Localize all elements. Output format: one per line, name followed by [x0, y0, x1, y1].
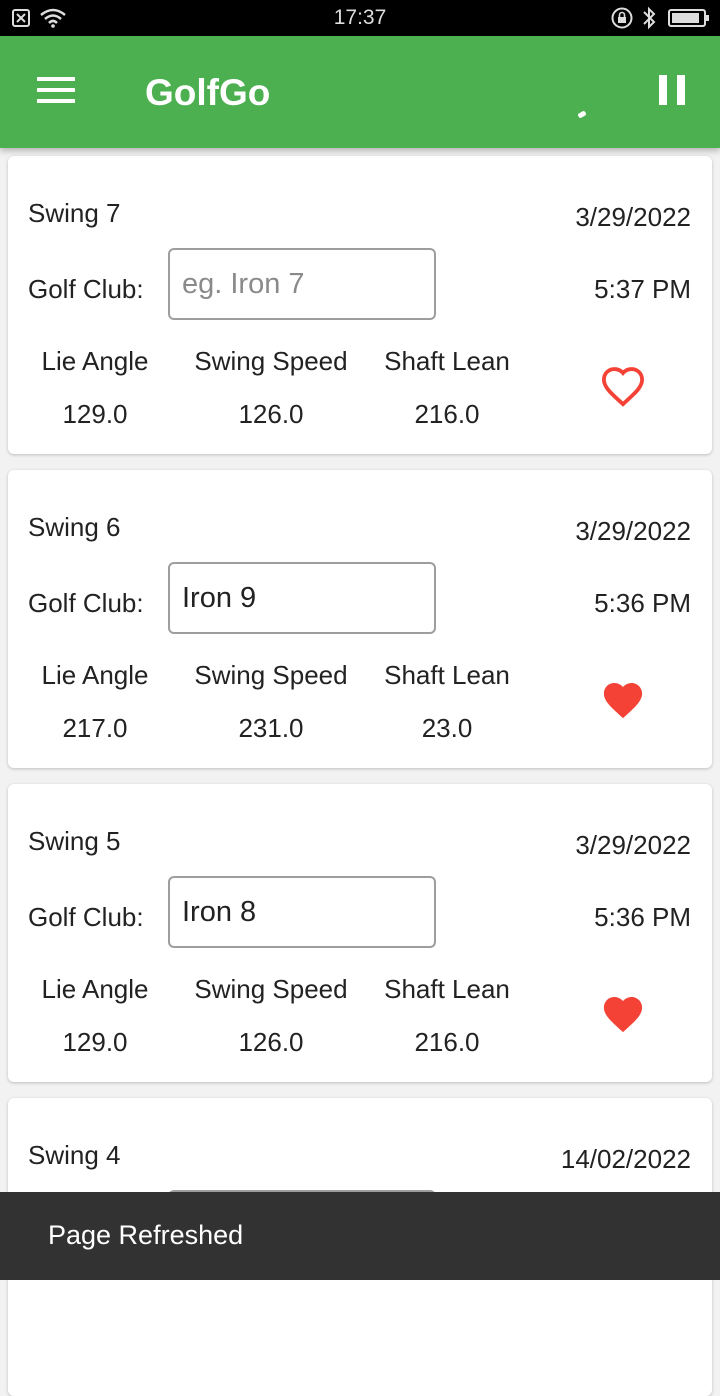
shaft-lean-value: 216.0: [414, 399, 480, 429]
status-time: 17:37: [333, 6, 387, 29]
shaft-lean-metric: Shaft Lean 216.0: [362, 346, 532, 430]
swing-title: Swing 4: [28, 1140, 121, 1170]
heart-outline-icon: [601, 367, 645, 407]
swing-card: Swing 7 3/29/2022 Golf Club: 5:37 PM Lie…: [8, 156, 712, 454]
swing-speed-metric: Swing Speed 231.0: [186, 660, 356, 744]
swing-speed-value: 231.0: [238, 713, 304, 743]
golf-club-label: Golf Club:: [28, 274, 144, 304]
swing-speed-metric: Swing Speed 126.0: [186, 346, 356, 430]
snackbar: Page Refreshed: [0, 1192, 720, 1280]
swing-title: Swing 5: [28, 826, 121, 856]
golf-club-label: Golf Club:: [28, 902, 144, 932]
hamburger-menu-icon: [37, 76, 75, 108]
swing-card: Swing 6 3/29/2022 Golf Club: 5:36 PM Lie…: [8, 470, 712, 768]
swing-time: 5:36 PM: [594, 902, 691, 932]
lie-angle-label: Lie Angle: [41, 660, 149, 690]
loading-indicator: [577, 110, 587, 119]
pause-icon: [659, 74, 685, 110]
shaft-lean-value: 216.0: [414, 1027, 480, 1057]
favorite-button[interactable]: [600, 366, 646, 408]
swing-speed-value: 126.0: [238, 399, 304, 429]
lie-angle-value: 129.0: [62, 1027, 128, 1057]
status-bar: 17:37: [0, 0, 720, 36]
close-box-icon: [12, 9, 30, 32]
golf-club-label: Golf Club:: [28, 588, 144, 618]
swing-speed-label: Swing Speed: [194, 974, 348, 1004]
shaft-lean-label: Shaft Lean: [384, 660, 510, 690]
pause-button[interactable]: [644, 66, 700, 118]
lie-angle-metric: Lie Angle 217.0: [10, 660, 180, 744]
snackbar-message: Page Refreshed: [48, 1220, 244, 1250]
battery-icon: [668, 9, 710, 32]
favorite-button[interactable]: [600, 680, 646, 722]
shaft-lean-metric: Shaft Lean 23.0: [362, 660, 532, 744]
swing-card: Swing 5 3/29/2022 Golf Club: 5:36 PM Lie…: [8, 784, 712, 1082]
swing-title: Swing 7: [28, 198, 121, 228]
lock-rotation-icon: [610, 7, 634, 34]
shaft-lean-value: 23.0: [421, 713, 473, 743]
swing-speed-label: Swing Speed: [194, 346, 348, 376]
swing-speed-value: 126.0: [238, 1027, 304, 1057]
golf-club-input[interactable]: [168, 248, 436, 320]
lie-angle-metric: Lie Angle 129.0: [10, 346, 180, 430]
shaft-lean-label: Shaft Lean: [384, 346, 510, 376]
swing-date: 3/29/2022: [575, 830, 691, 860]
lie-angle-value: 217.0: [62, 713, 128, 743]
lie-angle-metric: Lie Angle 129.0: [10, 974, 180, 1058]
heart-filled-icon: [603, 997, 643, 1033]
lie-angle-value: 129.0: [62, 399, 128, 429]
swing-time: 5:36 PM: [594, 588, 691, 618]
shaft-lean-metric: Shaft Lean 216.0: [362, 974, 532, 1058]
swing-date: 14/02/2022: [560, 1144, 691, 1174]
golf-club-input[interactable]: [168, 876, 436, 948]
favorite-button[interactable]: [600, 994, 646, 1036]
swing-date: 3/29/2022: [575, 202, 691, 232]
swing-speed-metric: Swing Speed 126.0: [186, 974, 356, 1058]
swing-date: 3/29/2022: [575, 516, 691, 546]
lie-angle-label: Lie Angle: [41, 974, 149, 1004]
swing-speed-label: Swing Speed: [194, 660, 348, 690]
lie-angle-label: Lie Angle: [41, 346, 149, 376]
shaft-lean-label: Shaft Lean: [384, 974, 510, 1004]
swing-time: 5:37 PM: [594, 274, 691, 304]
wifi-icon: [40, 8, 66, 33]
bluetooth-icon: [641, 6, 657, 35]
heart-filled-icon: [603, 683, 643, 719]
menu-button[interactable]: [22, 66, 90, 118]
golf-club-input[interactable]: [168, 562, 436, 634]
app-bar: GolfGo: [0, 36, 720, 148]
app-title: GolfGo: [145, 72, 271, 113]
swing-title: Swing 6: [28, 512, 121, 542]
